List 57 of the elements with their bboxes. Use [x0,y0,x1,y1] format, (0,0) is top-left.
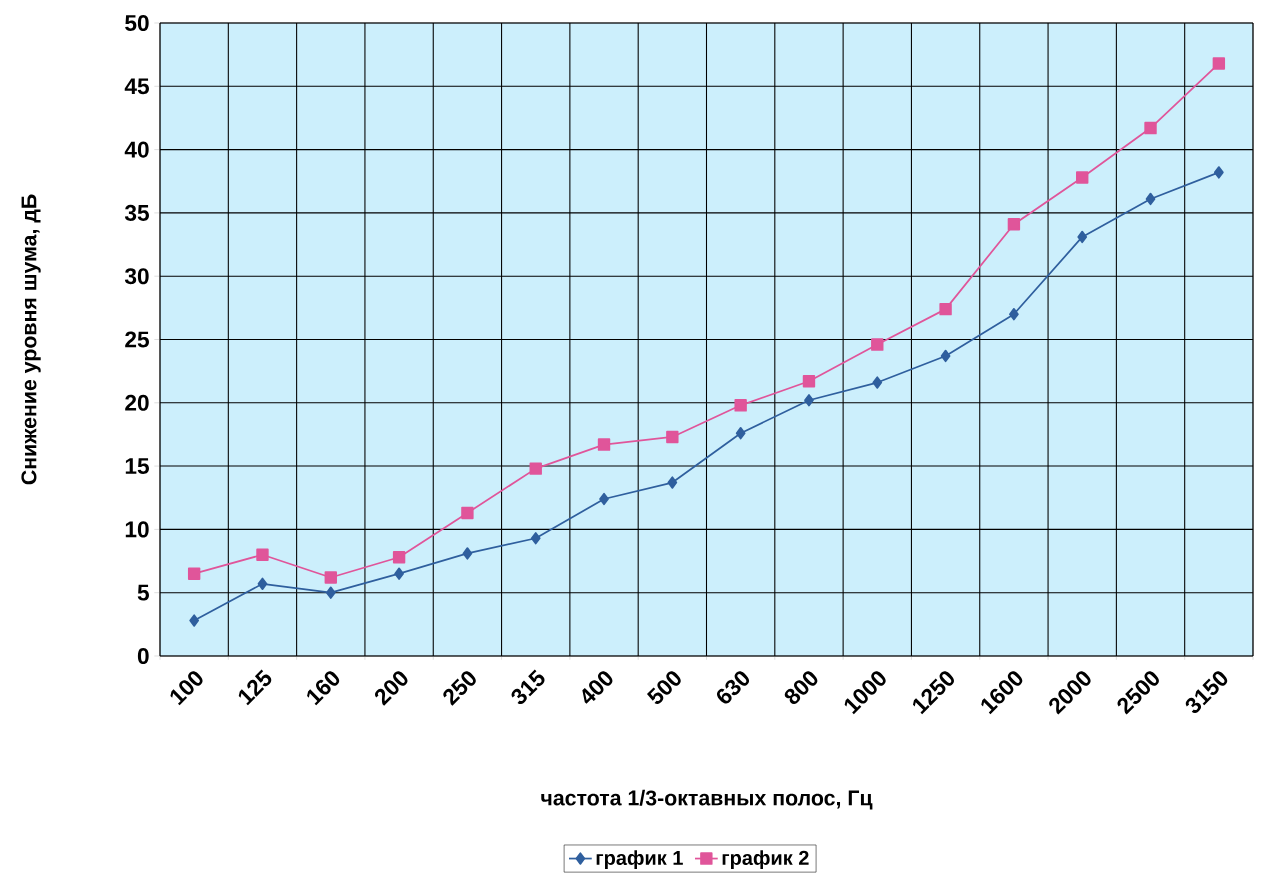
x-tick-label: 160 [307,671,340,706]
point [802,375,816,388]
x-tick-label: 125 [238,669,272,706]
x-tick-label: 315 [511,669,545,705]
y-tick-label: 25 [125,331,149,348]
legend-label: график 1 [596,850,683,869]
y-tick-label: 15 [125,458,149,475]
x-tick-label: 200 [374,671,408,706]
point [599,492,609,506]
point [940,349,951,363]
point [1213,166,1224,179]
point [939,302,952,316]
point [871,338,884,351]
point [1076,171,1089,184]
point [256,548,269,561]
point [872,376,883,389]
y-tick-label: 10 [125,521,149,538]
point [324,571,337,584]
x-axis-title: частота 1/3-октавных полос, Гц [541,789,873,810]
point [1077,230,1088,244]
point [1212,57,1226,70]
point [189,614,200,627]
point [597,438,611,451]
point [667,476,678,489]
point [1009,307,1019,321]
point [325,586,336,599]
point [187,567,201,580]
y-tick-label: 45 [124,78,149,95]
y-tick-label: 35 [124,204,149,221]
point [394,567,404,580]
point [1145,192,1156,206]
point [257,577,268,591]
point [529,462,542,475]
point [1144,121,1157,135]
point [392,551,406,564]
y-tick-label: 20 [125,394,149,411]
y-tick-label: 0 [137,647,149,665]
point [530,532,541,545]
point [735,426,746,440]
point [804,394,814,407]
x-tick-label: 500 [646,671,681,705]
point [666,430,679,444]
y-tick-label: 40 [124,141,149,158]
y-tick-label: 50 [125,14,149,32]
point [1007,218,1021,231]
y-axis-title: Снижение уровня шума, дБ [21,194,41,485]
x-tick-label: 100 [170,671,203,706]
x-tick-label: 800 [784,671,818,705]
x-tick-label: 400 [582,671,613,704]
x-tick-label: 630 [716,671,750,704]
point [462,547,473,560]
legend-label: график 2 [722,850,809,869]
y-tick-label: 5 [137,584,149,601]
point [734,399,747,412]
x-tick-label: 250 [443,671,476,706]
y-tick-label: 30 [124,268,149,285]
point [461,506,474,520]
